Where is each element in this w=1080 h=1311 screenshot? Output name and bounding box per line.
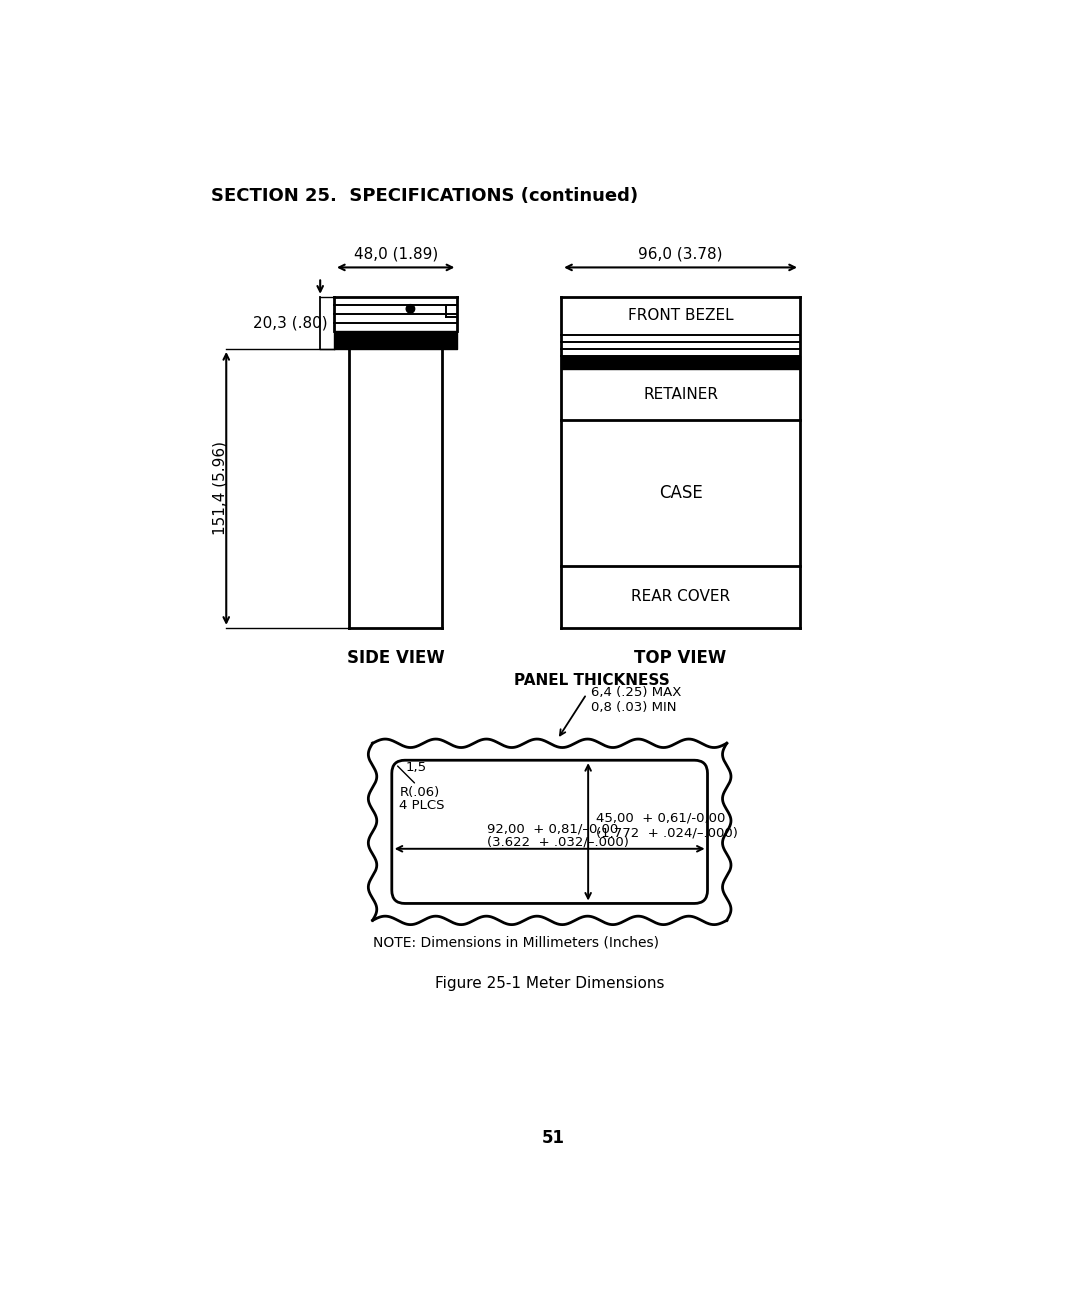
Text: (3.622  + .032/–.000): (3.622 + .032/–.000) xyxy=(486,835,629,848)
Text: 51: 51 xyxy=(542,1129,565,1147)
Text: NOTE: Dimensions in Millimeters (Inches): NOTE: Dimensions in Millimeters (Inches) xyxy=(373,936,659,949)
Text: PANEL THICKNESS: PANEL THICKNESS xyxy=(514,673,670,688)
Text: 6,4 (.25) MAX: 6,4 (.25) MAX xyxy=(591,686,681,699)
Text: R(.06): R(.06) xyxy=(400,785,440,798)
Circle shape xyxy=(406,304,415,313)
Text: REAR COVER: REAR COVER xyxy=(631,590,730,604)
Text: 0,8 (.03) MIN: 0,8 (.03) MIN xyxy=(591,700,677,713)
Text: 151,4 (5.96): 151,4 (5.96) xyxy=(213,442,228,535)
Text: 20,3 (.80): 20,3 (.80) xyxy=(253,316,328,330)
Text: 92,00  + 0,81/–0,00: 92,00 + 0,81/–0,00 xyxy=(486,823,618,835)
Text: 45,00  + 0,61/-0,00: 45,00 + 0,61/-0,00 xyxy=(596,812,726,825)
Text: FRONT BEZEL: FRONT BEZEL xyxy=(627,308,733,324)
Text: SECTION 25.  SPECIFICATIONS (continued): SECTION 25. SPECIFICATIONS (continued) xyxy=(211,187,638,206)
Text: RETAINER: RETAINER xyxy=(643,387,718,402)
Text: 4 PLCS: 4 PLCS xyxy=(400,798,445,812)
Text: TOP VIEW: TOP VIEW xyxy=(634,649,727,667)
Text: Figure 25-1 Meter Dimensions: Figure 25-1 Meter Dimensions xyxy=(435,975,664,991)
Text: 48,0 (1.89): 48,0 (1.89) xyxy=(353,246,437,261)
Text: 1,5: 1,5 xyxy=(406,762,427,773)
Text: 96,0 (3.78): 96,0 (3.78) xyxy=(638,246,723,261)
Text: (1.772  + .024/–.000): (1.772 + .024/–.000) xyxy=(596,827,738,840)
Text: SIDE VIEW: SIDE VIEW xyxy=(347,649,445,667)
Text: CASE: CASE xyxy=(659,484,702,502)
